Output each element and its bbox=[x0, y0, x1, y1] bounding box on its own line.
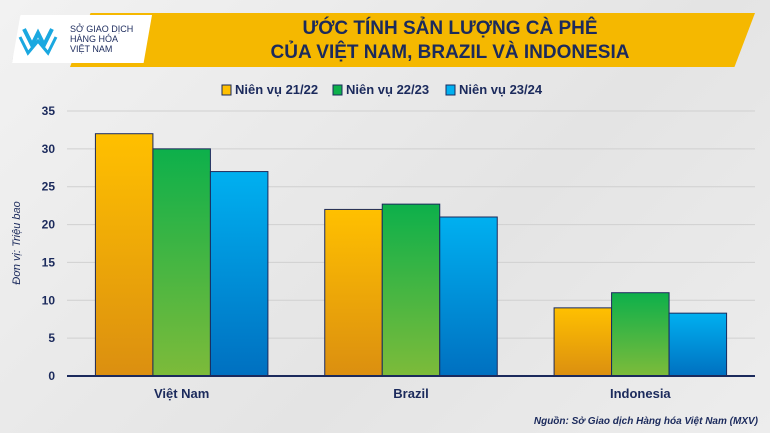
legend-label: Niên vụ 22/23 bbox=[346, 82, 429, 97]
legend-label: Niên vụ 21/22 bbox=[235, 82, 318, 97]
legend-swatch bbox=[445, 84, 456, 96]
mxv-logo: SỞ GIAO DỊCH HÀNG HÓA VIỆT NAM bbox=[12, 15, 152, 63]
logo-line-1: SỞ GIAO DỊCH bbox=[70, 24, 134, 34]
title-line-2: CỦA VIỆT NAM, BRAZIL VÀ INDONESIA bbox=[270, 42, 630, 63]
source-note: Nguồn: Sở Giao dịch Hàng hóa Việt Nam (M… bbox=[533, 416, 758, 427]
y-tick-label: 30 bbox=[42, 142, 56, 156]
chart-title: ƯỚC TÍNH SẢN LƯỢNG CÀ PHÊ CỦA VIỆT NAM, … bbox=[150, 17, 750, 65]
y-tick-label: 5 bbox=[48, 331, 55, 345]
bar bbox=[324, 208, 383, 377]
x-tick-label: Brazil bbox=[393, 386, 428, 401]
logo-mark-icon bbox=[18, 28, 58, 56]
y-tick-label: 10 bbox=[42, 293, 56, 307]
y-tick-label: 35 bbox=[42, 104, 56, 118]
bar bbox=[381, 203, 441, 377]
bar bbox=[209, 171, 269, 377]
bar bbox=[94, 133, 154, 377]
legend-label: Niên vụ 23/24 bbox=[459, 82, 543, 97]
y-tick-label: 15 bbox=[42, 255, 56, 269]
x-tick-label: Indonesia bbox=[610, 386, 671, 401]
logo-line-3: VIỆT NAM bbox=[70, 44, 113, 54]
legend-swatch bbox=[221, 84, 232, 96]
bar bbox=[152, 148, 211, 377]
title-line-1: ƯỚC TÍNH SẢN LƯỢNG CÀ PHÊ bbox=[302, 18, 598, 39]
x-tick-label: Việt Nam bbox=[154, 386, 209, 401]
bar bbox=[439, 216, 498, 377]
y-axis-label: Đơn vị: Triệu bao bbox=[11, 201, 23, 284]
bar bbox=[668, 312, 728, 377]
logo-line-2: HÀNG HÓA bbox=[70, 34, 119, 44]
y-tick-label: 0 bbox=[48, 369, 55, 383]
legend-swatch bbox=[332, 84, 343, 96]
bar bbox=[553, 307, 613, 377]
bar bbox=[611, 292, 670, 377]
title-banner bbox=[70, 13, 755, 67]
y-tick-label: 25 bbox=[42, 180, 56, 194]
y-tick-label: 20 bbox=[42, 218, 56, 232]
